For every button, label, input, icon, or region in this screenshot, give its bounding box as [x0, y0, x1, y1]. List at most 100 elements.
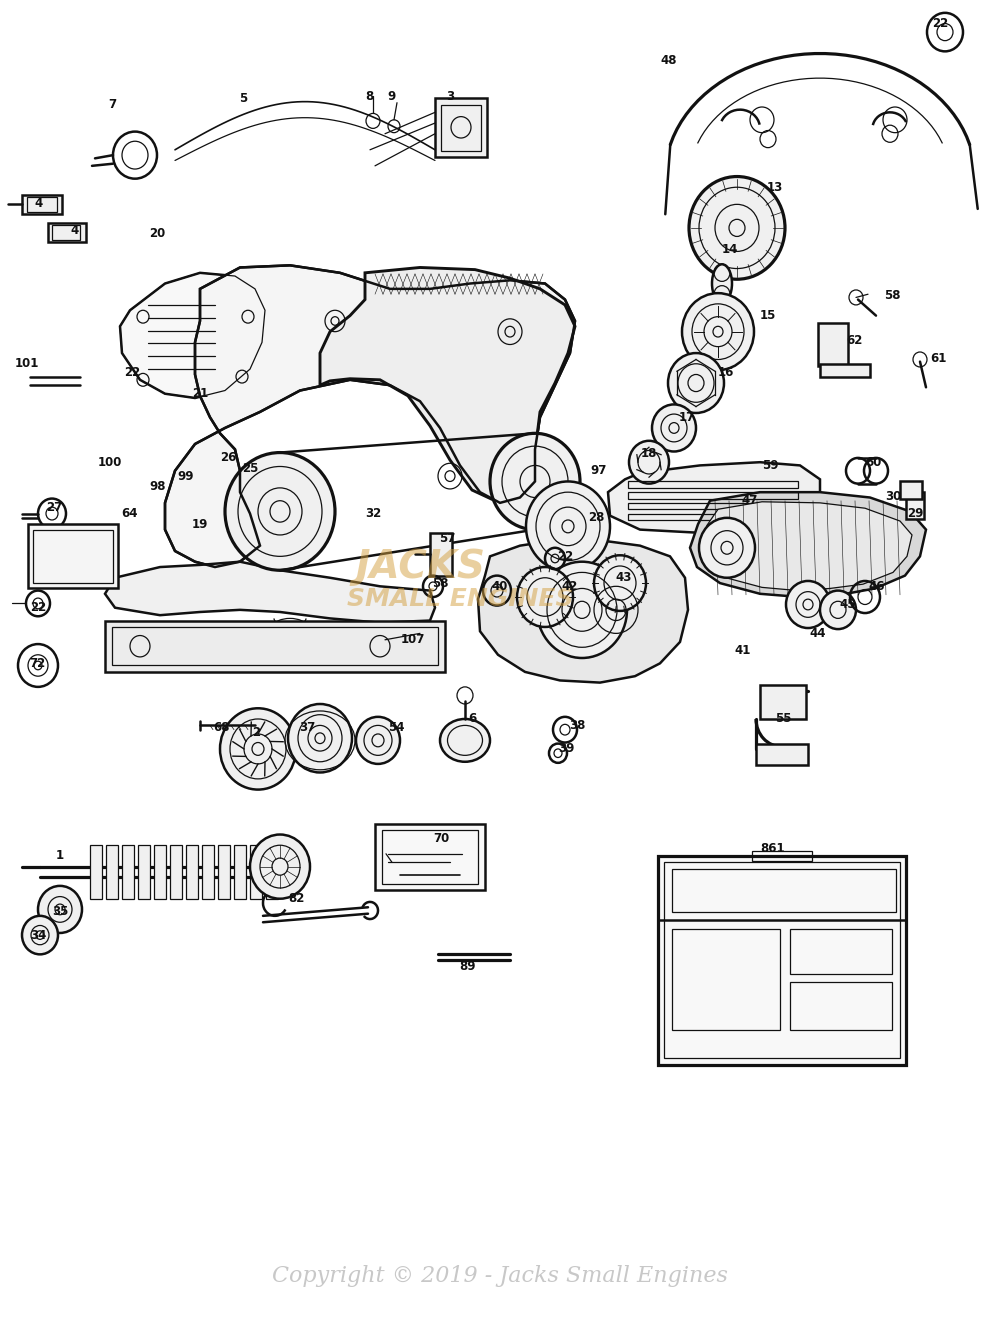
Bar — [658, 856, 906, 1065]
Bar — [48, 222, 86, 242]
Bar — [105, 620, 445, 672]
Text: 6: 6 — [468, 713, 476, 725]
Bar — [186, 845, 198, 898]
Bar — [906, 492, 924, 519]
Bar — [628, 492, 798, 499]
Bar — [266, 845, 278, 898]
Text: 30: 30 — [885, 490, 901, 503]
Text: 82: 82 — [288, 892, 304, 905]
Text: 2: 2 — [252, 726, 260, 740]
Polygon shape — [105, 562, 435, 623]
Circle shape — [220, 708, 296, 790]
Text: 38: 38 — [569, 718, 585, 732]
Text: 32: 32 — [365, 507, 381, 520]
Text: 26: 26 — [220, 451, 236, 464]
Bar — [628, 482, 798, 488]
Text: 19: 19 — [192, 517, 208, 531]
Text: 58: 58 — [432, 577, 448, 590]
Circle shape — [517, 568, 573, 627]
Bar — [818, 323, 848, 366]
Text: 27: 27 — [46, 500, 62, 513]
Polygon shape — [165, 266, 575, 568]
Text: 28: 28 — [588, 511, 604, 524]
Text: 48: 48 — [661, 54, 677, 67]
Bar — [790, 929, 892, 974]
Text: 15: 15 — [760, 310, 776, 321]
Circle shape — [629, 441, 669, 484]
Bar — [756, 744, 808, 765]
Text: 9: 9 — [388, 90, 396, 103]
Polygon shape — [320, 267, 575, 500]
Text: 57: 57 — [439, 532, 455, 545]
Bar — [112, 627, 438, 665]
Text: Copyright © 2019 - Jacks Small Engines: Copyright © 2019 - Jacks Small Engines — [272, 1265, 728, 1287]
Bar — [250, 845, 262, 898]
Text: 5: 5 — [239, 91, 247, 105]
Text: 16: 16 — [718, 366, 734, 378]
Text: 20: 20 — [149, 226, 165, 239]
Circle shape — [356, 717, 400, 763]
Circle shape — [490, 434, 580, 529]
Bar — [382, 831, 478, 884]
Circle shape — [250, 835, 310, 898]
Circle shape — [537, 562, 627, 658]
Text: 29: 29 — [907, 507, 923, 520]
Bar — [441, 105, 481, 151]
Text: 4: 4 — [71, 224, 79, 237]
Text: SMALL ENGINES: SMALL ENGINES — [347, 587, 573, 611]
Bar — [435, 98, 487, 157]
Bar — [900, 482, 922, 499]
Bar — [672, 929, 780, 1031]
Text: 22: 22 — [124, 366, 140, 378]
Text: 41: 41 — [735, 644, 751, 658]
Text: 70: 70 — [433, 832, 449, 845]
Text: 89: 89 — [459, 959, 475, 972]
Circle shape — [22, 916, 58, 954]
Circle shape — [699, 517, 755, 578]
Text: 25: 25 — [242, 462, 258, 475]
Bar — [430, 533, 452, 576]
Bar — [28, 524, 118, 589]
Text: 55: 55 — [775, 713, 791, 725]
Text: 44: 44 — [810, 627, 826, 640]
Text: 97: 97 — [591, 464, 607, 478]
Text: 64: 64 — [122, 507, 138, 520]
Bar — [664, 863, 900, 1058]
Text: 68: 68 — [213, 721, 229, 734]
Text: 18: 18 — [641, 447, 657, 460]
Text: 3: 3 — [446, 90, 454, 103]
Bar — [790, 982, 892, 1031]
Text: 107: 107 — [401, 634, 425, 647]
Text: 35: 35 — [52, 905, 68, 918]
Text: 22: 22 — [30, 601, 46, 614]
Text: 98: 98 — [150, 480, 166, 493]
Circle shape — [38, 886, 82, 933]
Bar — [760, 685, 806, 718]
Text: 8: 8 — [365, 90, 373, 103]
Bar — [170, 845, 182, 898]
Text: 4: 4 — [35, 197, 43, 210]
Text: 62: 62 — [846, 333, 862, 347]
Text: 7: 7 — [108, 98, 116, 111]
Polygon shape — [120, 273, 265, 398]
Circle shape — [594, 556, 646, 611]
Text: 43: 43 — [616, 572, 632, 585]
Text: 37: 37 — [299, 721, 315, 734]
Text: 861: 861 — [761, 841, 785, 855]
Text: 60: 60 — [865, 455, 881, 468]
Bar — [122, 845, 134, 898]
Text: 40: 40 — [492, 579, 508, 593]
Text: 59: 59 — [762, 459, 778, 472]
Bar — [52, 225, 80, 239]
Bar — [218, 845, 230, 898]
Text: 1: 1 — [56, 849, 64, 863]
Polygon shape — [700, 501, 912, 590]
Text: 54: 54 — [388, 721, 404, 734]
Ellipse shape — [440, 718, 490, 762]
Polygon shape — [478, 540, 688, 683]
Circle shape — [820, 590, 856, 630]
Text: 39: 39 — [558, 742, 574, 755]
Text: 42: 42 — [562, 579, 578, 593]
Bar — [154, 845, 166, 898]
Circle shape — [786, 581, 830, 628]
